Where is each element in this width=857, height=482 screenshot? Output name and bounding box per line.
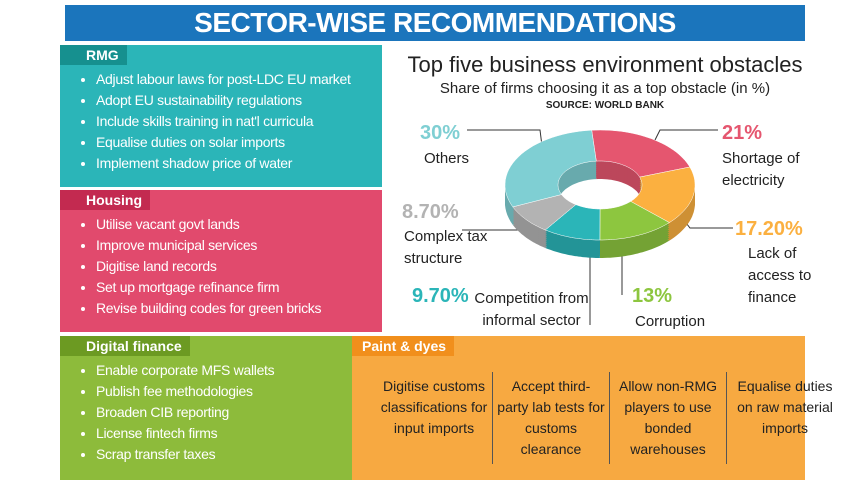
category-label: Competition from informal sector xyxy=(474,290,589,329)
recommendation: Enable corporate MFS wallets xyxy=(96,360,275,381)
recommendation: Equalise duties on solar imports xyxy=(96,132,351,153)
recommendation: Scrap transfer taxes xyxy=(96,444,274,465)
recommendation: Include skills training in nat'l curricu… xyxy=(96,111,351,132)
recommendation: Broaden CIB reporting xyxy=(96,402,274,423)
recommendation: Allow non-RMG players to use bonded ware… xyxy=(610,372,727,464)
value-label: 8.70% xyxy=(402,201,459,223)
recommendation: Revise building codes for green bricks xyxy=(96,298,321,319)
item-list: Enable corporate MFS walletsPublish fee … xyxy=(60,360,275,465)
value-label: 13% xyxy=(632,285,673,307)
item-list: Utilise vacant govt landsImprove municip… xyxy=(60,214,321,319)
chart-source: SOURCE: WORLD BANK xyxy=(545,100,665,111)
recommendation: Adjust labour laws for post-LDC EU marke… xyxy=(96,69,351,90)
housing-panel: Housing Utilise vacant govt landsImprove… xyxy=(60,190,382,332)
category-label: Lack of access to finance xyxy=(748,245,812,306)
recommendation: Equalise duties on raw material imports xyxy=(737,378,833,436)
value-label: 30% xyxy=(420,122,461,144)
section-label: RMG xyxy=(60,45,127,65)
recommendation: Digitise customs classifications for inp… xyxy=(376,372,493,464)
digital-finance-panel: Digital finance Enable corporate MFS wal… xyxy=(60,336,360,480)
chart-subtitle: Share of firms choosing it as a top obst… xyxy=(439,80,771,97)
recommendation: Digitise land records xyxy=(96,256,321,277)
recommendation: Improve municipal services xyxy=(96,235,321,256)
value-label: 21% xyxy=(722,122,763,144)
paint-dyes-panel: Paint & dyes Digitise customs classifica… xyxy=(352,336,833,480)
recommendation: Implement shadow price of water xyxy=(96,153,351,174)
category-label: Complex tax structure xyxy=(404,228,488,267)
page-title: SECTOR-WISE RECOMMENDATIONS xyxy=(65,5,805,41)
section-label: Paint & dyes xyxy=(352,336,455,356)
recommendation: Set up mortgage refinance firm xyxy=(96,277,321,298)
recommendation: License fintech firms xyxy=(96,423,274,444)
item-columns: Digitise customs classifications for inp… xyxy=(376,372,843,464)
category-label: Others xyxy=(424,150,470,167)
wedge xyxy=(504,129,597,208)
recommendation: Accept third-party lab tests for customs… xyxy=(493,372,610,464)
value-label: 9.70% xyxy=(412,285,469,307)
recommendation: Publish fee methodologies xyxy=(96,381,274,402)
rmg-panel: RMG Adjust labour laws for post-LDC EU m… xyxy=(60,45,382,187)
value-label: 17.20% xyxy=(735,218,803,240)
section-label: Housing xyxy=(60,190,150,210)
chart-title: Top five business environment obstacles xyxy=(407,52,803,77)
category-label: Shortage of electricity xyxy=(722,150,800,189)
recommendation: Adopt EU sustainability regulations xyxy=(96,90,351,111)
category-label: Corruption xyxy=(635,313,706,330)
recommendation: Utilise vacant govt lands xyxy=(96,214,321,235)
item-list: Adjust labour laws for post-LDC EU marke… xyxy=(60,69,351,174)
section-label: Digital finance xyxy=(60,336,190,356)
